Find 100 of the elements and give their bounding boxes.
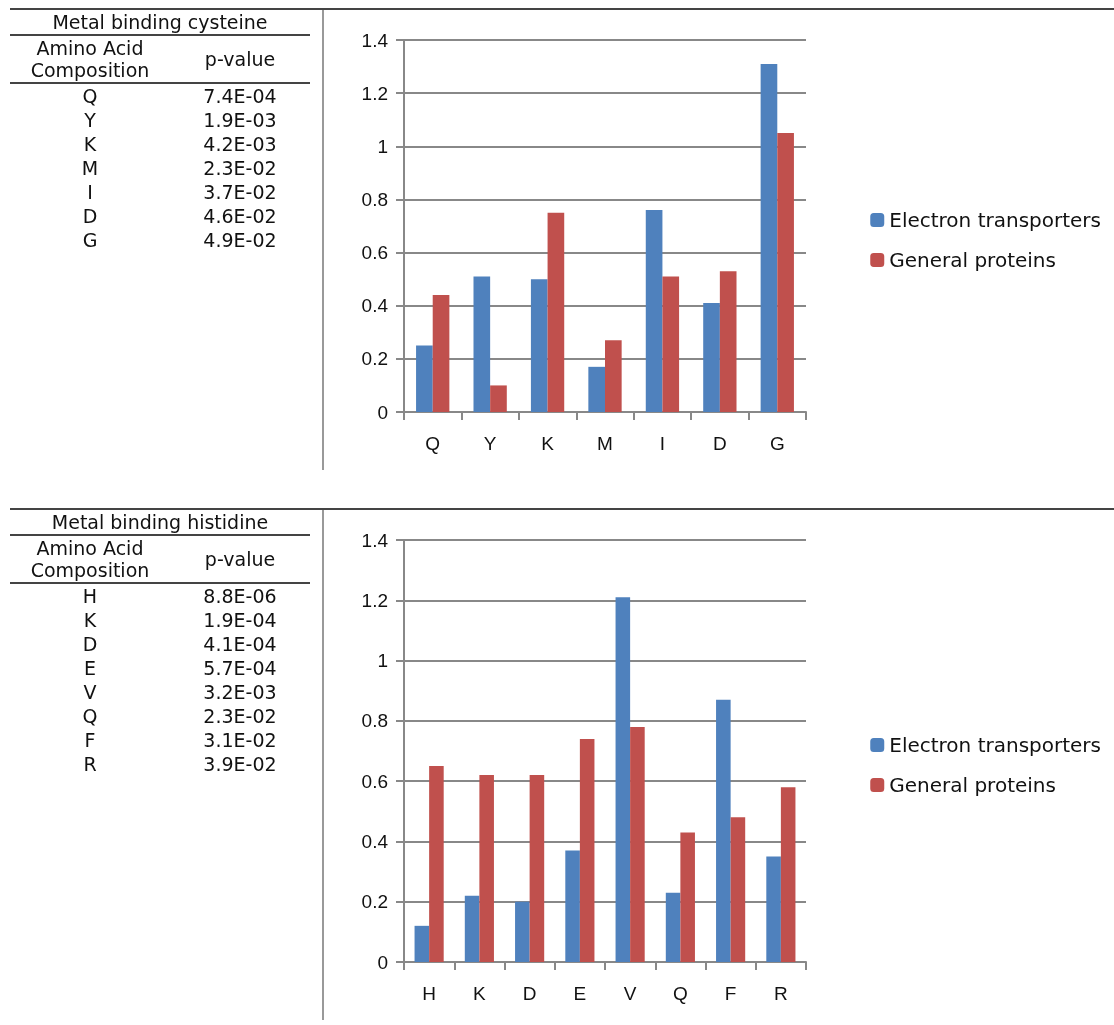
bar: [615, 597, 631, 962]
bar: [479, 775, 494, 962]
bar: [515, 901, 530, 962]
text: 2.3E-02: [203, 705, 277, 727]
category-label: D: [81, 204, 99, 228]
x-tick-label: Q: [672, 983, 688, 1004]
category-label: K: [82, 608, 98, 632]
bar: [766, 856, 781, 962]
bar: [645, 210, 663, 412]
text: 7.4E-04: [203, 85, 277, 107]
text: Metal binding cysteine: [10, 10, 310, 35]
y-tick-label: 1.2: [361, 82, 388, 104]
x-tick-label: I: [659, 433, 666, 454]
bar: [665, 892, 681, 962]
category-label: Q: [81, 704, 99, 728]
text: 2.3E-02: [203, 157, 277, 179]
x-tick-label: V: [623, 983, 637, 1004]
bar: [662, 276, 680, 412]
category-label: D: [81, 632, 99, 656]
bar: [429, 766, 444, 962]
x-tick-label: D: [712, 433, 727, 454]
category-label: V: [82, 680, 98, 704]
y-tick-label: 0.8: [361, 188, 388, 210]
legend-label: General proteins: [889, 248, 1056, 272]
text: 3.9E-02: [203, 753, 277, 775]
text: 1.9E-03: [203, 109, 277, 131]
bar: [730, 817, 746, 962]
bar: [579, 738, 595, 962]
x-tick-label: K: [473, 983, 487, 1004]
bar: [605, 340, 622, 412]
bar: [703, 303, 720, 412]
text: 4.2E-03: [203, 133, 277, 155]
x-tick-label: G: [769, 433, 785, 454]
text: 3.7E-02: [203, 181, 277, 203]
x-tick-label: R: [774, 983, 788, 1004]
y-tick-label: 1: [377, 650, 388, 672]
bar: [719, 271, 737, 412]
text: 1.9E-04: [203, 609, 277, 631]
x-tick-label: Y: [483, 433, 497, 454]
bar: [547, 212, 565, 412]
bar: [565, 850, 580, 962]
y-tick-label: 0.2: [361, 891, 388, 913]
y-tick-label: 1.4: [361, 29, 389, 51]
y-tick-label: 1: [377, 135, 388, 157]
bar: [760, 63, 778, 412]
y-tick-label: 0.4: [361, 830, 389, 852]
text: Amino Acid Composition: [10, 35, 170, 83]
category-label: I: [86, 180, 94, 204]
bar: [464, 895, 480, 962]
text: p-value: [170, 35, 310, 83]
y-tick-label: 1.2: [361, 589, 388, 611]
category-label: Y: [83, 108, 97, 132]
x-tick-label: D: [522, 983, 537, 1004]
x-tick-label: H: [422, 983, 436, 1004]
text: 4.1E-04: [203, 633, 277, 655]
y-tick-label: 0.6: [361, 770, 388, 792]
y-tick-label: 0: [377, 951, 388, 973]
text: Metal binding histidine: [10, 510, 310, 535]
bar: [414, 925, 430, 962]
bar: [529, 775, 545, 962]
bar: [530, 279, 548, 412]
text: 3.1E-02: [203, 729, 277, 751]
bar: [780, 787, 796, 962]
bar: [630, 726, 645, 962]
bar: [490, 385, 507, 412]
x-tick-label: Q: [425, 433, 441, 454]
category-label: R: [82, 752, 98, 776]
x-tick-label: E: [573, 983, 587, 1004]
x-tick-label: M: [597, 433, 613, 454]
bar: [716, 699, 731, 962]
category-label: H: [81, 584, 99, 608]
x-tick-label: K: [541, 433, 555, 454]
category-label: M: [80, 156, 100, 180]
text: 4.6E-02: [203, 205, 277, 227]
legend-label: Electron transporters: [889, 208, 1101, 232]
text: Amino Acid Composition: [10, 535, 170, 583]
category-label: Q: [81, 84, 99, 108]
y-tick-label: 0: [377, 401, 388, 423]
text: 4.9E-02: [203, 229, 277, 251]
y-tick-label: 1.4: [361, 529, 389, 551]
bar: [680, 832, 695, 962]
category-label: E: [83, 656, 97, 680]
text: 8.8E-06: [203, 585, 277, 607]
bar: [588, 366, 605, 412]
text: 5.7E-04: [203, 657, 277, 679]
legend-label: Electron transporters: [889, 733, 1101, 757]
category-label: F: [83, 728, 97, 752]
bar: [777, 133, 794, 412]
y-tick-label: 0.4: [361, 295, 389, 317]
legend-label: General proteins: [889, 773, 1056, 797]
text: 3.2E-03: [203, 681, 277, 703]
bar: [473, 276, 491, 412]
bar: [432, 295, 450, 412]
x-tick-label: F: [724, 983, 737, 1004]
bar: [416, 345, 433, 412]
category-label: G: [81, 228, 99, 252]
y-tick-label: 0.6: [361, 242, 388, 264]
y-tick-label: 0.2: [361, 348, 388, 370]
y-tick-label: 0.8: [361, 710, 388, 732]
text: p-value: [170, 535, 310, 583]
